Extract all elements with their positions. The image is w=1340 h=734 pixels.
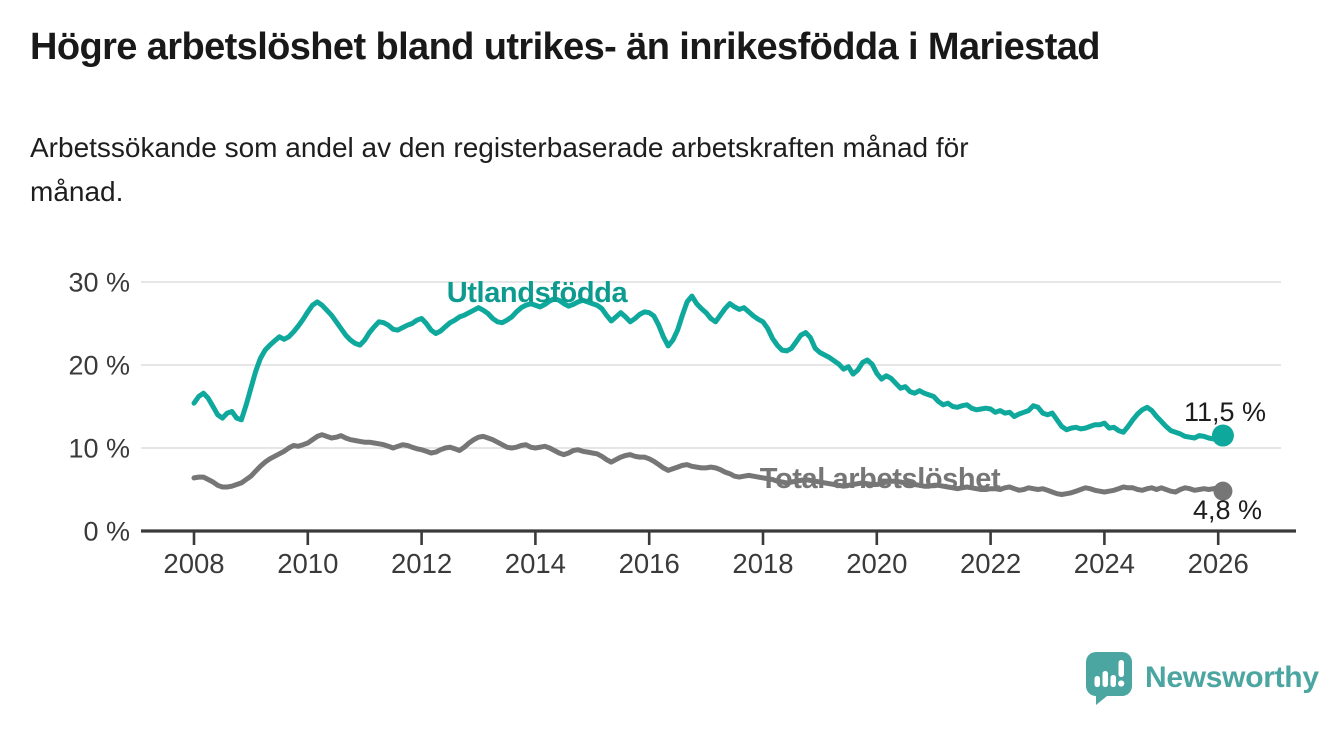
series-label-utlandsfodda: Utlandsfödda <box>447 277 629 309</box>
page-title: Högre arbetslöshet bland utrikes- än inr… <box>30 26 1101 68</box>
y-tick-label-10: 10 % <box>68 434 130 464</box>
chart-subtitle: Arbetssökande som andel av den registerb… <box>30 126 1250 214</box>
subtitle-line-2: månad. <box>30 176 124 207</box>
x-tick-label-2026: 2026 <box>1188 548 1249 579</box>
end-value-label-total: 4,8 % <box>1193 495 1262 525</box>
x-tick-label-2010: 2010 <box>277 548 338 579</box>
newsworthy-logo-text: Newsworthy <box>1145 660 1319 694</box>
end-dot-utlandsfodda <box>1211 424 1234 447</box>
x-tick-label-2024: 2024 <box>1074 548 1135 579</box>
unemployment-line-chart: 0 % 10 % 20 % 30 % 2008 2010 2012 2014 2016 2018 2… <box>68 268 1296 579</box>
logo-bubble <box>1086 652 1132 705</box>
x-tick-label-2016: 2016 <box>619 548 680 579</box>
y-tick-label-20: 20 % <box>68 351 130 381</box>
logo-bar-chart-glyph <box>1094 660 1125 687</box>
end-value-label-utlandsfodda: 11,5 % <box>1184 397 1266 427</box>
newsworthy-logo-icon <box>1086 652 1132 705</box>
y-tick-label-30: 30 % <box>68 268 130 298</box>
x-tick-label-2018: 2018 <box>732 548 793 579</box>
end-dot-total <box>1213 481 1233 501</box>
series-label-total: Total arbetslöshet <box>760 463 1001 495</box>
newsworthy-logo[interactable]: Newsworthy <box>1084 650 1319 705</box>
subtitle-line-1: Arbetssökande som andel av den registerb… <box>30 132 969 163</box>
y-tick-label-0: 0 % <box>83 517 130 547</box>
x-tick-label-2022: 2022 <box>960 548 1021 579</box>
x-tick-label-2012: 2012 <box>391 548 452 579</box>
series-line-utlandsfodda <box>191 293 1226 443</box>
series-line-total <box>191 432 1226 497</box>
x-tick-label-2014: 2014 <box>505 548 566 579</box>
x-tick-label-2020: 2020 <box>846 548 907 579</box>
x-tick-label-2008: 2008 <box>163 548 224 579</box>
